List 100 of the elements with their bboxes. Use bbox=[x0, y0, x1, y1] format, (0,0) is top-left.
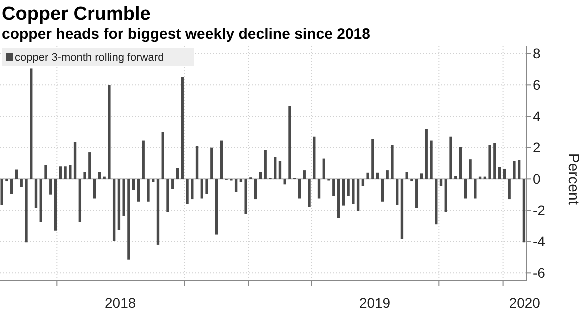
bar bbox=[147, 179, 150, 202]
bar bbox=[337, 179, 340, 218]
y-tick-label: 0 bbox=[533, 171, 541, 188]
bar bbox=[44, 165, 48, 180]
bar bbox=[191, 179, 194, 200]
bar bbox=[450, 136, 452, 180]
bar bbox=[98, 172, 102, 180]
bar bbox=[206, 179, 208, 194]
bar bbox=[64, 166, 67, 180]
bar bbox=[54, 179, 58, 231]
y-tick-label: 6 bbox=[533, 77, 541, 94]
chart-subtitle: copper heads for biggest weekly decline since 2018 bbox=[2, 26, 370, 43]
bar bbox=[172, 179, 174, 190]
bar bbox=[78, 179, 82, 222]
bar bbox=[308, 179, 311, 208]
bar bbox=[264, 150, 267, 180]
bar bbox=[88, 152, 92, 180]
bar bbox=[166, 179, 170, 212]
bar bbox=[6, 179, 8, 182]
bar bbox=[181, 77, 184, 180]
bar bbox=[352, 179, 355, 204]
y-tick-label: -4 bbox=[533, 234, 546, 250]
x-tick-label: 2018 bbox=[105, 295, 136, 311]
y-tick-label: -2 bbox=[533, 202, 546, 218]
bar bbox=[459, 147, 462, 180]
bar bbox=[69, 165, 72, 180]
bar bbox=[84, 172, 86, 180]
bar bbox=[103, 176, 106, 180]
bar bbox=[444, 179, 448, 212]
bar bbox=[156, 179, 160, 245]
y-tick-label: 4 bbox=[533, 108, 541, 124]
bar bbox=[196, 146, 199, 180]
bar bbox=[474, 179, 477, 199]
bar bbox=[34, 179, 38, 208]
bar bbox=[142, 140, 145, 180]
bar bbox=[356, 179, 360, 212]
bar bbox=[342, 179, 346, 206]
bar bbox=[494, 143, 496, 180]
bar bbox=[74, 142, 77, 180]
bar bbox=[440, 179, 443, 186]
bar bbox=[40, 179, 42, 222]
bar bbox=[234, 179, 238, 192]
bar bbox=[112, 179, 116, 242]
bar bbox=[503, 168, 506, 180]
chart-title: Copper Crumble bbox=[2, 4, 151, 25]
bar bbox=[210, 148, 214, 180]
bar bbox=[137, 179, 140, 202]
bar bbox=[176, 168, 180, 180]
bar bbox=[332, 179, 336, 196]
bar bbox=[488, 145, 492, 180]
bar bbox=[303, 170, 306, 180]
bar bbox=[108, 85, 111, 180]
bar bbox=[386, 170, 389, 180]
bar bbox=[244, 179, 248, 214]
bar bbox=[152, 179, 155, 182]
bar bbox=[347, 179, 350, 196]
bar bbox=[122, 179, 126, 216]
bar bbox=[30, 68, 33, 180]
bar bbox=[318, 179, 321, 199]
y-tick-label: -6 bbox=[533, 265, 546, 282]
legend-label: copper 3-month rolling forward bbox=[15, 52, 164, 64]
bar bbox=[508, 179, 511, 200]
bar bbox=[93, 179, 96, 199]
bar bbox=[396, 179, 399, 206]
bar bbox=[274, 157, 277, 180]
bar bbox=[522, 179, 526, 243]
bar bbox=[59, 166, 62, 180]
bar bbox=[420, 174, 424, 180]
x-tick-label: 2020 bbox=[509, 295, 541, 311]
bar bbox=[469, 160, 472, 180]
bar bbox=[464, 179, 467, 199]
bar bbox=[162, 132, 164, 180]
bar bbox=[220, 140, 224, 180]
bar bbox=[10, 179, 14, 194]
bar bbox=[498, 167, 502, 180]
bar bbox=[284, 179, 286, 185]
bar bbox=[376, 172, 380, 180]
bar bbox=[406, 172, 408, 180]
bar bbox=[366, 172, 370, 180]
bar bbox=[400, 179, 404, 240]
bar bbox=[435, 179, 438, 225]
bar bbox=[118, 179, 121, 230]
bar bbox=[298, 179, 302, 199]
bar bbox=[215, 179, 218, 235]
y-tick-label: 2 bbox=[533, 140, 541, 156]
bar bbox=[430, 140, 433, 180]
bar bbox=[313, 136, 316, 180]
x-tick-label: 2019 bbox=[359, 295, 391, 311]
bar bbox=[200, 179, 204, 199]
bar bbox=[20, 179, 23, 187]
bar bbox=[259, 172, 262, 180]
bar bbox=[391, 145, 394, 180]
bar bbox=[0, 179, 4, 206]
bar bbox=[372, 139, 374, 180]
bar bbox=[381, 179, 384, 202]
y-axis-title: Percent bbox=[565, 153, 579, 206]
bar bbox=[410, 179, 414, 182]
bar bbox=[416, 179, 418, 208]
bar bbox=[322, 158, 326, 180]
bar bbox=[254, 179, 258, 200]
